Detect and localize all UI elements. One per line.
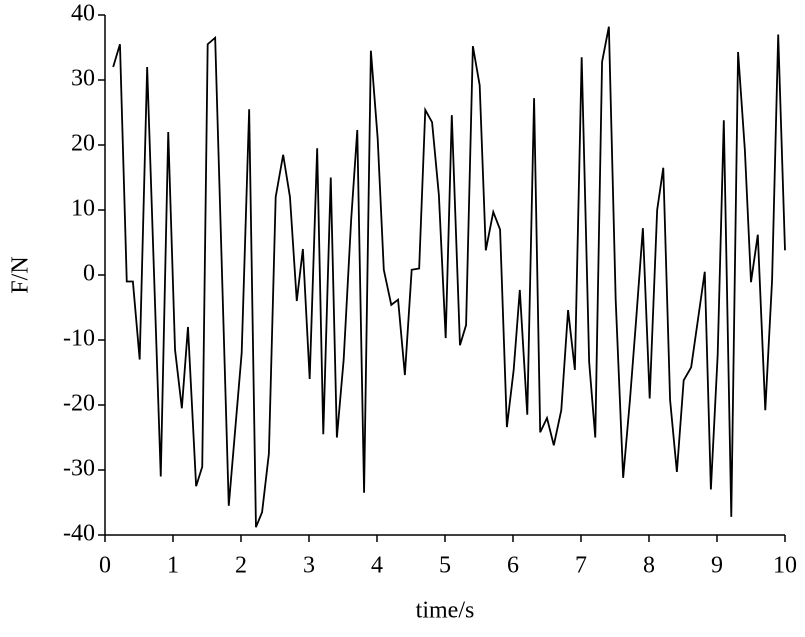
x-tick-label: 3 <box>303 553 315 579</box>
x-tick-label: 2 <box>235 553 247 579</box>
y-tick-label: -20 <box>63 391 95 417</box>
x-tick-label: 5 <box>439 553 451 579</box>
y-tick-label: 20 <box>71 131 95 157</box>
data-line <box>112 26 786 528</box>
x-tick-label: 9 <box>711 553 723 579</box>
x-tick-label: 8 <box>643 553 655 579</box>
y-tick-label: 30 <box>71 66 95 92</box>
y-tick-label: 40 <box>71 1 95 27</box>
y-axis-label: F/N <box>8 256 34 293</box>
x-tick-label: 4 <box>371 553 383 579</box>
y-tick-label: -10 <box>63 326 95 352</box>
x-axis-label: time/s <box>416 598 475 624</box>
y-tick-label: -30 <box>63 456 95 482</box>
x-tick-label: 0 <box>99 553 111 579</box>
x-tick-label: 6 <box>507 553 519 579</box>
y-tick-label: -40 <box>63 521 95 547</box>
y-tick-label: 10 <box>71 196 95 222</box>
x-tick-label: 1 <box>167 553 179 579</box>
x-tick-label: 10 <box>773 553 797 579</box>
x-tick-label: 7 <box>575 553 587 579</box>
y-tick-label: 0 <box>83 261 95 287</box>
